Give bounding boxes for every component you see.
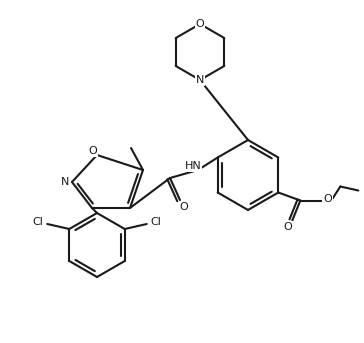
Text: O: O — [195, 19, 204, 29]
Text: O: O — [88, 146, 98, 156]
Text: N: N — [61, 177, 69, 187]
Text: O: O — [179, 202, 189, 212]
Text: N: N — [196, 75, 204, 85]
Text: Cl: Cl — [150, 217, 161, 227]
Text: O: O — [283, 223, 292, 233]
Text: Cl: Cl — [33, 217, 44, 227]
Text: HN: HN — [185, 161, 201, 171]
Text: O: O — [323, 193, 332, 203]
